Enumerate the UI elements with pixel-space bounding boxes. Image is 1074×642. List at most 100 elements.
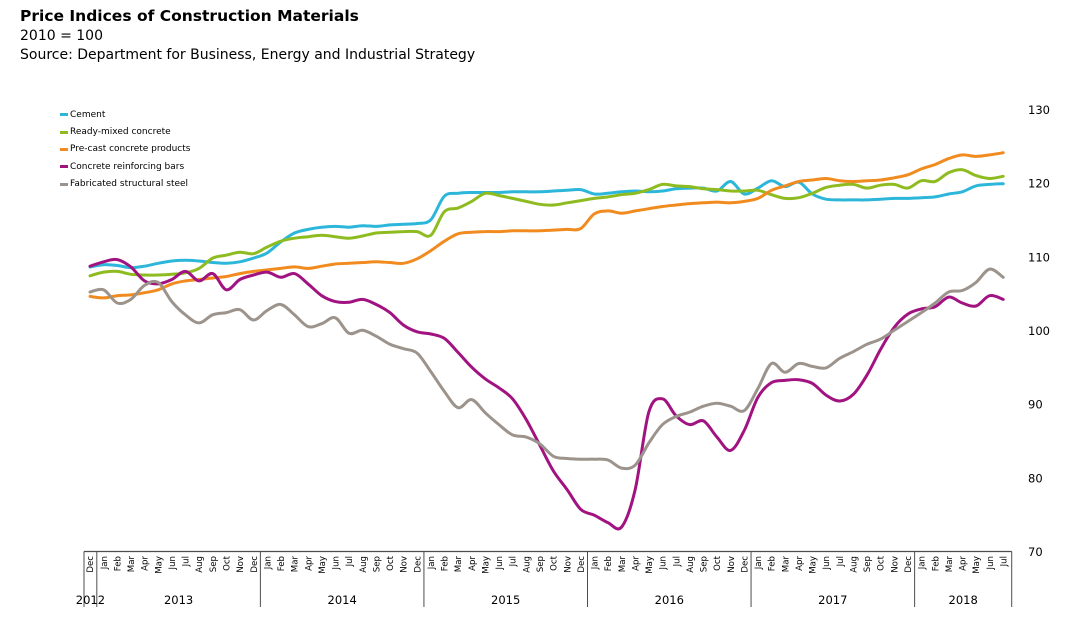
x-tick-label: Nov — [727, 556, 737, 573]
legend: Cement Ready-mixed concrete Pre-cast con… — [60, 106, 190, 193]
x-tick-label: Apr — [468, 556, 478, 571]
x-tick-label: Aug — [522, 556, 532, 573]
x-tick-label: Jun — [822, 556, 832, 570]
x-tick-label: Jul — [836, 556, 846, 567]
y-tick-label: 80 — [1028, 471, 1043, 485]
x-tick-label: Jan — [427, 556, 437, 570]
x-tick-label: Mar — [454, 556, 464, 573]
x-tick-label: Mar — [781, 556, 791, 573]
x-tick-label: Jan — [263, 556, 273, 570]
x-tick-label: Feb — [604, 556, 614, 571]
year-label: 2014 — [328, 593, 357, 607]
x-tick-label: Apr — [959, 556, 969, 571]
x-tick-label: May — [809, 556, 819, 574]
x-tick-label: Jul — [345, 556, 355, 567]
x-tick-label: Dec — [413, 556, 423, 573]
legend-label: Fabricated structural steel — [70, 179, 189, 190]
x-tick-label: Jul — [999, 556, 1009, 567]
y-tick-label: 110 — [1028, 250, 1050, 264]
year-label: 2017 — [818, 593, 847, 607]
x-tick-label: Sep — [863, 556, 873, 572]
x-tick-label: Dec — [904, 556, 914, 573]
legend-item-cement: Cement — [60, 106, 190, 123]
x-tick-label: Dec — [250, 556, 260, 573]
x-tick-label: Sep — [536, 556, 546, 572]
x-tick-label: Feb — [768, 556, 778, 571]
legend-swatch-concrete-reinforcing-bars — [60, 165, 68, 169]
x-tick-label: Apr — [631, 556, 641, 571]
legend-item-fabricated-structural-steel: Fabricated structural steel — [60, 176, 190, 193]
x-tick-label: Nov — [563, 556, 573, 573]
x-tick-label: Jun — [495, 556, 505, 570]
legend-label: Concrete reinforcing bars — [70, 161, 185, 172]
x-tick-label: Dec — [740, 556, 750, 573]
legend-label: Ready-mixed concrete — [70, 127, 171, 138]
x-tick-label: Aug — [850, 556, 860, 573]
x-tick-label: Mar — [945, 556, 955, 573]
x-tick-label: Apr — [795, 556, 805, 571]
x-tick-label: Aug — [195, 556, 205, 573]
y-tick-label: 100 — [1028, 324, 1050, 338]
year-label: 2013 — [164, 593, 193, 607]
x-tick-label: May — [482, 556, 492, 574]
x-tick-label: Feb — [441, 556, 451, 571]
x-tick-label: Jan — [918, 556, 928, 570]
y-tick-label: 120 — [1028, 177, 1050, 191]
x-tick-label: Jul — [509, 556, 519, 567]
series-line-cement — [88, 179, 1005, 270]
x-tick-label: Sep — [700, 556, 710, 572]
legend-item-pre-cast-concrete-products: Pre-cast concrete products — [60, 141, 190, 158]
x-tick-label: Nov — [400, 556, 410, 573]
x-tick-label: Aug — [359, 556, 369, 573]
x-tick-label: Jun — [986, 556, 996, 570]
x-tick-label: Jan — [591, 556, 601, 570]
x-tick-label: Oct — [877, 555, 887, 570]
x-tick-label: Feb — [277, 556, 287, 571]
series-line-pre-cast-concrete-products — [88, 151, 1005, 300]
x-tick-label: Jul — [182, 556, 192, 567]
year-label: 2016 — [655, 593, 684, 607]
legend-swatch-cement — [60, 113, 68, 117]
legend-label: Pre-cast concrete products — [70, 144, 191, 155]
legend-swatch-pre-cast-concrete-products — [60, 147, 68, 151]
y-tick-label: 130 — [1028, 103, 1050, 117]
year-label: 2012 — [76, 593, 105, 607]
x-tick-label: Jan — [754, 556, 764, 570]
x-tick-label: Jun — [168, 556, 178, 570]
chart-subtitle: 2010 = 100 — [20, 28, 103, 44]
year-label: 2015 — [491, 593, 520, 607]
legend-item-ready-mixed-concrete: Ready-mixed concrete — [60, 123, 190, 140]
y-tick-label: 70 — [1028, 545, 1043, 559]
x-tick-label: Feb — [114, 556, 124, 571]
legend-label: Cement — [70, 109, 106, 120]
x-tick-label: Jul — [672, 556, 682, 567]
legend-item-concrete-reinforcing-bars: Concrete reinforcing bars — [60, 158, 190, 175]
y-tick-label: 90 — [1028, 398, 1043, 412]
x-tick-label: Mar — [618, 556, 628, 573]
series-line-concrete-reinforcing-bars — [88, 257, 1005, 531]
x-tick-label: Feb — [931, 556, 941, 571]
x-tick-label: Aug — [686, 556, 696, 573]
x-tick-label: Jun — [659, 556, 669, 570]
legend-swatch-fabricated-structural-steel — [60, 182, 68, 186]
x-tick-label: Sep — [372, 556, 382, 572]
series-line-fabricated-structural-steel — [88, 267, 1005, 471]
x-tick-label: Mar — [127, 556, 137, 573]
x-tick-label: Oct — [386, 555, 396, 570]
x-tick-label: Apr — [141, 556, 151, 571]
x-tick-label: Dec — [577, 556, 587, 573]
x-tick-label: May — [318, 556, 328, 574]
x-tick-label: Oct — [223, 555, 233, 570]
x-tick-label: Mar — [291, 556, 301, 573]
page-title: Price Indices of Construction Materials — [20, 7, 359, 25]
x-tick-label: Sep — [209, 556, 219, 572]
x-tick-label: Oct — [713, 555, 723, 570]
chart-header: Price Indices of Construction Materials … — [20, 6, 475, 65]
year-label: 2018 — [949, 593, 978, 607]
x-tick-label: May — [154, 556, 164, 574]
x-tick-label: Oct — [550, 555, 560, 570]
x-tick-label: Dec — [86, 556, 96, 573]
x-tick-label: Jan — [100, 556, 110, 570]
x-tick-label: Nov — [890, 556, 900, 573]
